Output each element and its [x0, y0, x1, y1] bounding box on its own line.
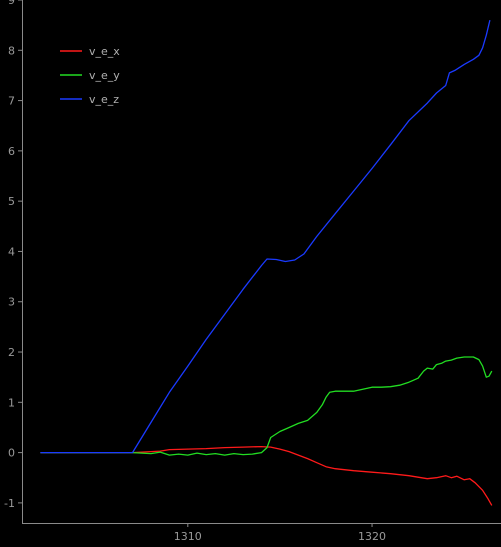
y-tick-label: 3: [8, 296, 15, 309]
y-tick-label: 1: [8, 396, 15, 409]
y-tick-label: 5: [8, 195, 15, 208]
y-tick-label: 7: [8, 95, 15, 108]
x-tick-label: 1310: [174, 530, 202, 543]
series-line-v_e_y: [40, 356, 493, 456]
y-tick-label: 8: [8, 44, 15, 57]
y-tick-label: 6: [8, 145, 15, 158]
legend-label-v_e_x: v_e_x: [89, 45, 120, 58]
y-tick-label: 2: [8, 346, 15, 359]
y-tick-label: 9: [8, 0, 15, 7]
axes: [22, 0, 501, 524]
series-line-v_e_x: [40, 445, 493, 506]
y-tick-label: 0: [8, 447, 15, 460]
legend-label-v_e_z: v_e_z: [89, 93, 119, 106]
x-axis-ticks: 1310 1320: [174, 523, 386, 543]
x-tick-label: 1320: [358, 530, 386, 543]
legend: v_e_x v_e_y v_e_z: [60, 45, 120, 106]
y-axis-ticks: -1 0 1 2 3 4 5 6 7 8 9: [4, 0, 22, 510]
series-line-v_e_z: [40, 19, 491, 454]
y-tick-label: -1: [4, 497, 15, 510]
series-lines: [40, 19, 493, 506]
legend-label-v_e_y: v_e_y: [89, 69, 120, 82]
y-tick-label: 4: [8, 245, 15, 258]
